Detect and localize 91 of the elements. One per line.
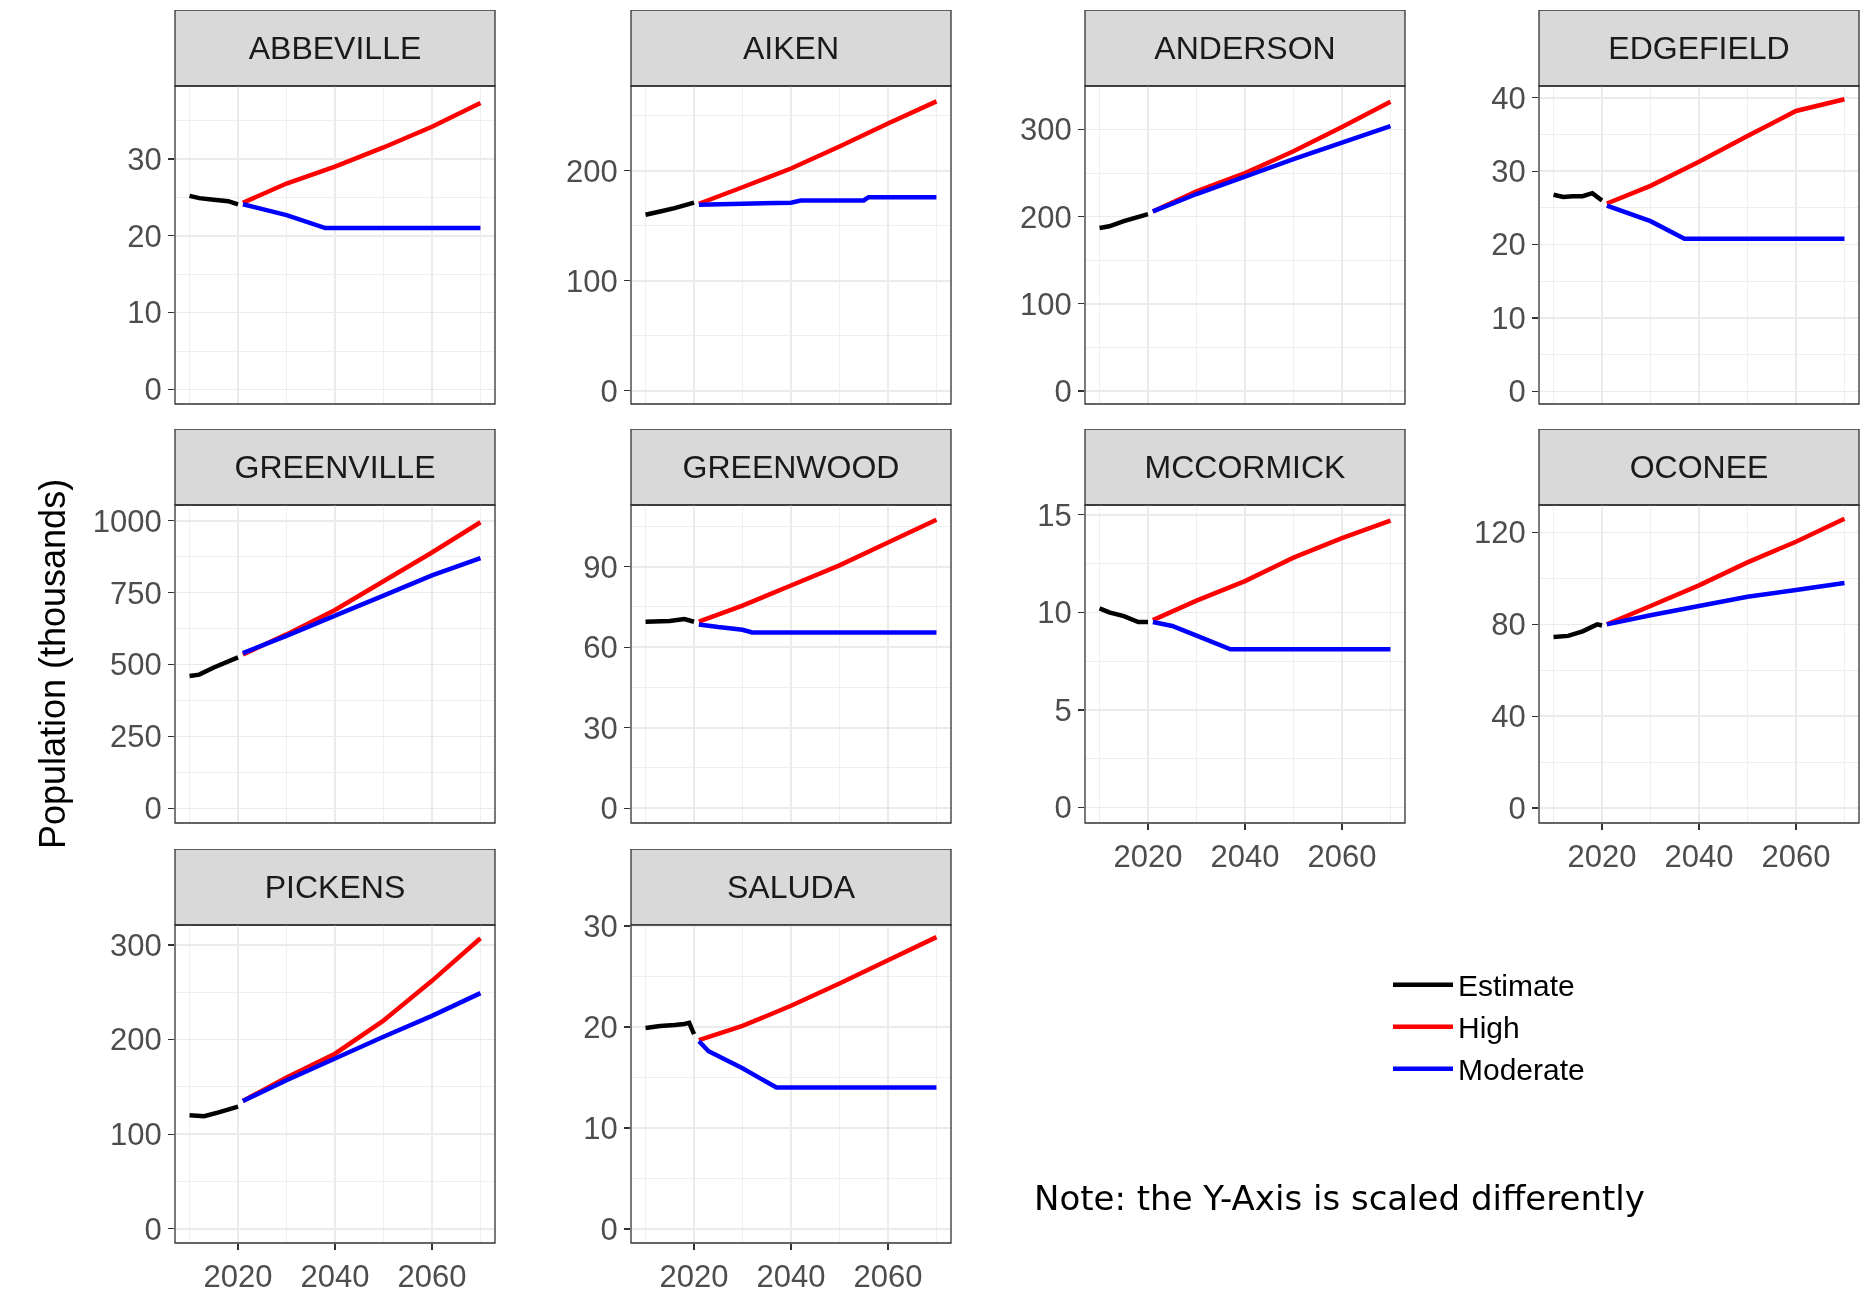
- y-tick-label: 300: [110, 927, 162, 963]
- legend-label: High: [1458, 1011, 1520, 1045]
- x-tick-label: 2060: [1761, 839, 1831, 875]
- x-tick-label: 2060: [853, 1259, 923, 1295]
- y-tick-label: 10: [1037, 595, 1072, 631]
- y-tick-label: 100: [110, 1117, 162, 1153]
- line-series: [643, 200, 697, 217]
- x-tick-label: 2040: [1210, 839, 1280, 875]
- x-tick-label: 2040: [300, 1259, 370, 1295]
- y-tick-label: 20: [583, 1009, 618, 1045]
- y-tick-label: 80: [1491, 607, 1526, 643]
- line-series: [1150, 619, 1393, 652]
- y-tick-label: 0: [600, 1211, 618, 1247]
- y-tick-label: 120: [1474, 515, 1526, 551]
- y-tick-label: 60: [583, 630, 618, 666]
- line-series: [1551, 622, 1605, 640]
- y-tick-label: 10: [583, 1110, 618, 1146]
- y-tick-label: 250: [110, 719, 162, 755]
- chart-title: GREENVILLE: [234, 449, 436, 486]
- x-tick-label: 2020: [1113, 839, 1183, 875]
- y-tick-label: 1000: [92, 503, 162, 539]
- line-series: [696, 99, 939, 206]
- y-tick-label: 20: [127, 218, 162, 254]
- y-tick-label: 0: [144, 372, 162, 408]
- y-tick-label: 0: [1508, 790, 1526, 826]
- line-series: [187, 1104, 241, 1119]
- y-tick-label: 200: [110, 1022, 162, 1058]
- y-tick-label: 100: [1020, 286, 1072, 322]
- y-tick-label: 200: [1020, 199, 1072, 235]
- y-tick-label: 500: [110, 647, 162, 683]
- y-tick-label: 40: [1491, 80, 1526, 116]
- line-series: [696, 517, 939, 624]
- y-tick-label: 5: [1054, 692, 1072, 728]
- y-tick-label: 100: [566, 263, 618, 299]
- line-series: [187, 193, 241, 207]
- legend-label: Moderate: [1458, 1053, 1585, 1087]
- line-series: [1097, 606, 1151, 625]
- line-series: [240, 990, 483, 1104]
- y-tick-label: 0: [1054, 373, 1072, 409]
- x-tick-label: 2040: [1664, 839, 1734, 875]
- y-tick-label: 0: [1054, 790, 1072, 826]
- chart-title: ANDERSON: [1154, 30, 1336, 67]
- line-series: [240, 555, 483, 656]
- chart-title: AIKEN: [742, 30, 840, 67]
- line-series: [696, 1038, 939, 1090]
- y-tick-label: 10: [1491, 300, 1526, 336]
- chart-title: PICKENS: [264, 869, 406, 906]
- line-series: [643, 1020, 697, 1037]
- y-tick-label: 300: [1020, 112, 1072, 148]
- y-tick-label: 40: [1491, 699, 1526, 735]
- y-tick-label: 0: [144, 1211, 162, 1247]
- line-series: [696, 934, 939, 1043]
- chart-title: OCONEE: [1629, 449, 1769, 486]
- y-tick-label: 0: [144, 791, 162, 827]
- chart-title: EDGEFIELD: [1608, 30, 1790, 67]
- y-tick-label: 0: [600, 791, 618, 827]
- y-tick-label: 15: [1037, 497, 1072, 533]
- chart-title: SALUDA: [726, 869, 856, 906]
- x-tick-label: 2020: [1567, 839, 1637, 875]
- y-tick-label: 0: [600, 373, 618, 409]
- y-tick-label: 90: [583, 549, 618, 585]
- line-series: [1551, 190, 1605, 203]
- y-tick-label: 10: [127, 295, 162, 331]
- y-tick-label: 20: [1491, 227, 1526, 263]
- y-axis-title: Population (thousands): [31, 478, 73, 850]
- legend-label: Estimate: [1458, 969, 1575, 1003]
- line-series: [696, 194, 939, 208]
- x-tick-label: 2020: [659, 1259, 729, 1295]
- line-series: [1150, 123, 1393, 214]
- y-tick-label: 200: [566, 153, 618, 189]
- y-tick-label: 750: [110, 575, 162, 611]
- x-tick-label: 2020: [203, 1259, 273, 1295]
- y-tick-label: 30: [583, 710, 618, 746]
- chart-title: MCCORMICK: [1144, 449, 1346, 486]
- chart-title: ABBEVILLE: [248, 30, 422, 67]
- line-series: [1150, 518, 1393, 623]
- x-tick-label: 2040: [756, 1259, 826, 1295]
- line-series: [1604, 96, 1847, 206]
- y-tick-label: 30: [1491, 154, 1526, 190]
- x-tick-label: 2060: [1307, 839, 1377, 875]
- line-series: [187, 655, 241, 679]
- y-tick-label: 30: [583, 908, 618, 944]
- y-tick-label: 30: [127, 141, 162, 177]
- line-series: [240, 100, 483, 205]
- y-tick-label: 0: [1508, 374, 1526, 410]
- chart-title: GREENWOOD: [682, 449, 900, 486]
- text: Note: the Y-Axis is scaled differently: [1034, 1178, 1645, 1218]
- line-series: [1097, 211, 1151, 231]
- x-tick-label: 2060: [397, 1259, 467, 1295]
- line-series: [696, 622, 939, 635]
- line-series: [1604, 580, 1847, 627]
